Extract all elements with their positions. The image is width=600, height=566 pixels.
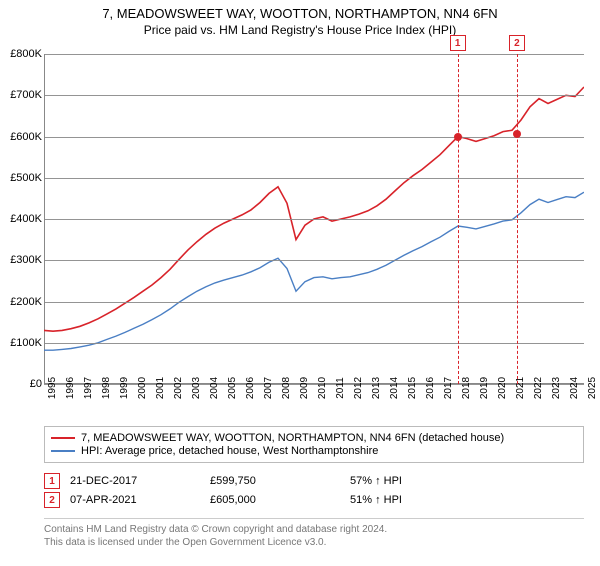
xtick-label: 1996: [65, 377, 76, 399]
xtick-label: 2012: [353, 377, 364, 399]
legend-item: 7, MEADOWSWEET WAY, WOOTTON, NORTHAMPTON…: [51, 432, 577, 444]
sale-marker-icon: 1: [44, 473, 60, 489]
xtick-label: 2005: [227, 377, 238, 399]
sale-dot-icon: [513, 130, 521, 138]
xtick-label: 2001: [155, 377, 166, 399]
xtick-label: 2019: [479, 377, 490, 399]
sales-table: 1 21-DEC-2017 £599,750 57% ↑ HPI 2 07-AP…: [44, 470, 584, 511]
xtick-label: 2004: [209, 377, 220, 399]
sale-price: £605,000: [210, 494, 350, 506]
gridline: [44, 219, 584, 220]
xtick-label: 2018: [461, 377, 472, 399]
sale-marker-top-icon: 1: [450, 35, 466, 51]
sale-delta: 57% ↑ HPI: [350, 475, 490, 487]
sale-row: 2 07-APR-2021 £605,000 51% ↑ HPI: [44, 492, 584, 508]
xtick-label: 2006: [245, 377, 256, 399]
gridline: [44, 343, 584, 344]
sale-price: £599,750: [210, 475, 350, 487]
ytick-label: £700K: [2, 89, 42, 101]
ytick-label: £600K: [2, 131, 42, 143]
xtick-label: 1995: [47, 377, 58, 399]
footer-line: This data is licensed under the Open Gov…: [44, 536, 584, 549]
xtick-label: 1997: [83, 377, 94, 399]
ytick-label: £0: [2, 378, 42, 390]
sale-vline: [458, 54, 459, 384]
gridline: [44, 54, 584, 55]
ytick-label: £200K: [2, 296, 42, 308]
xtick-label: 2017: [443, 377, 454, 399]
sale-delta: 51% ↑ HPI: [350, 494, 490, 506]
gridline: [44, 260, 584, 261]
legend-label: 7, MEADOWSWEET WAY, WOOTTON, NORTHAMPTON…: [81, 432, 504, 444]
xtick-label: 2007: [263, 377, 274, 399]
xtick-label: 2016: [425, 377, 436, 399]
sale-date: 21-DEC-2017: [70, 475, 210, 487]
xtick-label: 2014: [389, 377, 400, 399]
legend-label: HPI: Average price, detached house, West…: [81, 445, 378, 457]
xtick-label: 1998: [101, 377, 112, 399]
xtick-label: 2023: [551, 377, 562, 399]
sale-marker-top-icon: 2: [509, 35, 525, 51]
footer-line: Contains HM Land Registry data © Crown c…: [44, 523, 584, 536]
sale-dot-icon: [454, 133, 462, 141]
legend-item: HPI: Average price, detached house, West…: [51, 445, 577, 457]
chart-title: 7, MEADOWSWEET WAY, WOOTTON, NORTHAMPTON…: [0, 6, 600, 21]
gridline: [44, 95, 584, 96]
xtick-label: 2008: [281, 377, 292, 399]
series-hpi: [44, 192, 584, 350]
xtick-label: 2003: [191, 377, 202, 399]
xtick-label: 2002: [173, 377, 184, 399]
sale-row: 1 21-DEC-2017 £599,750 57% ↑ HPI: [44, 473, 584, 489]
footer: Contains HM Land Registry data © Crown c…: [44, 518, 584, 549]
legend-swatch: [51, 450, 75, 452]
sale-vline: [517, 54, 518, 384]
ytick-label: £800K: [2, 48, 42, 60]
xtick-label: 2022: [533, 377, 544, 399]
xtick-label: 2025: [587, 377, 598, 399]
ytick-label: £400K: [2, 213, 42, 225]
series-price_paid: [44, 87, 584, 331]
sale-date: 07-APR-2021: [70, 494, 210, 506]
ytick-label: £100K: [2, 337, 42, 349]
legend-swatch: [51, 437, 75, 439]
xtick-label: 2000: [137, 377, 148, 399]
legend: 7, MEADOWSWEET WAY, WOOTTON, NORTHAMPTON…: [44, 426, 584, 463]
xtick-label: 2015: [407, 377, 418, 399]
xtick-label: 2020: [497, 377, 508, 399]
xtick-label: 2011: [335, 377, 346, 399]
gridline: [44, 137, 584, 138]
xtick-label: 2024: [569, 377, 580, 399]
sale-marker-icon: 2: [44, 492, 60, 508]
ytick-label: £500K: [2, 172, 42, 184]
gridline: [44, 302, 584, 303]
xtick-label: 2009: [299, 377, 310, 399]
xtick-label: 1999: [119, 377, 130, 399]
gridline: [44, 178, 584, 179]
xtick-label: 2013: [371, 377, 382, 399]
xtick-label: 2010: [317, 377, 328, 399]
ytick-label: £300K: [2, 254, 42, 266]
